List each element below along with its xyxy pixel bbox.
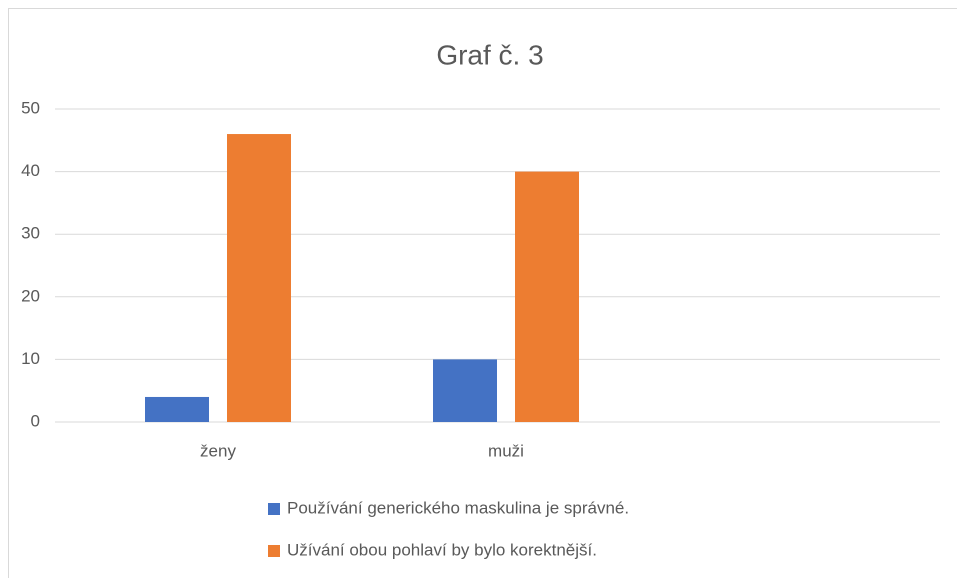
bar — [145, 396, 209, 422]
legend-label: Užívání obou pohlaví by bylo korektnější… — [287, 540, 597, 559]
x-tick-label: muži — [488, 441, 524, 460]
legend-label: Používání generického maskulina je správ… — [287, 498, 629, 517]
y-tick-label: 0 — [31, 411, 40, 430]
y-tick-label: 50 — [21, 98, 40, 117]
y-tick-label: 10 — [21, 349, 40, 368]
bar — [227, 134, 291, 423]
chart-title: Graf č. 3 — [436, 39, 543, 70]
y-tick-label: 30 — [21, 224, 40, 243]
legend-swatch — [268, 503, 280, 515]
chart-border — [8, 8, 957, 578]
x-tick-label: ženy — [200, 441, 236, 460]
legend-swatch — [268, 545, 280, 557]
y-tick-label: 40 — [21, 161, 40, 180]
y-tick-label: 20 — [21, 286, 40, 305]
bar — [433, 359, 497, 422]
bar — [515, 171, 579, 422]
